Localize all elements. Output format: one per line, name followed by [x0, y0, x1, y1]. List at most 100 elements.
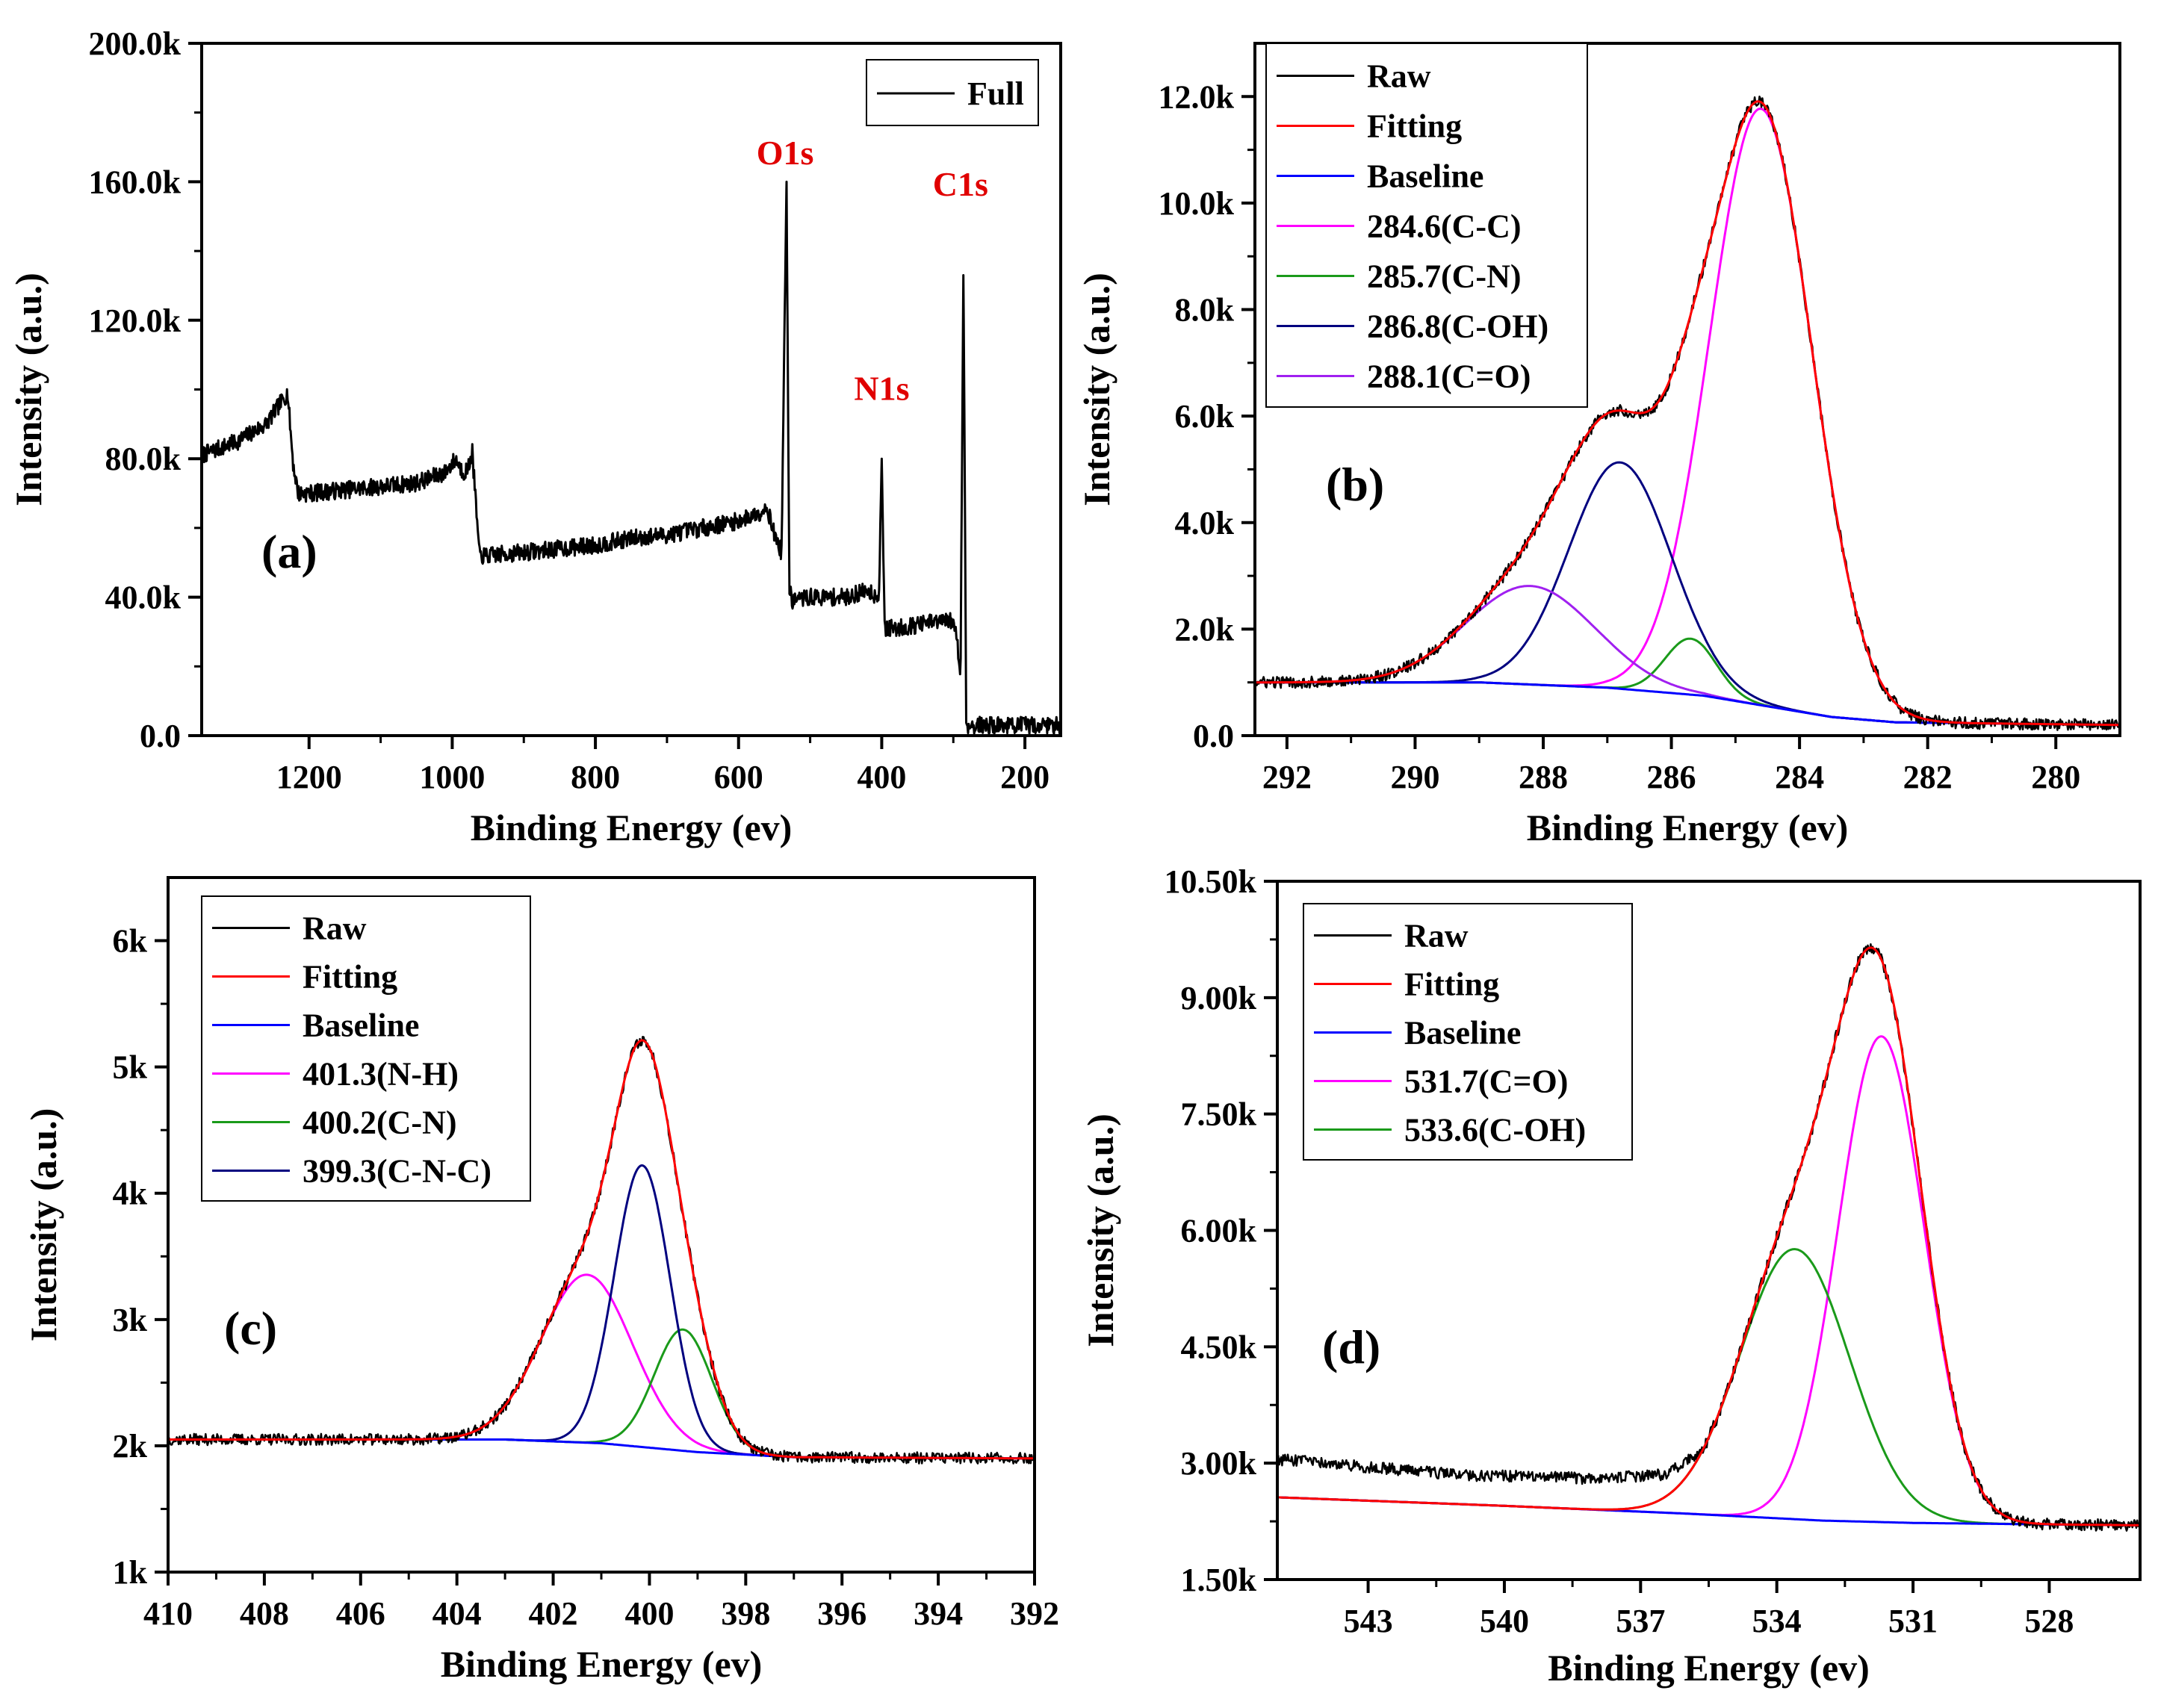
- y-tick-label: 5k: [113, 1049, 148, 1086]
- x-tick-label: 292: [1262, 759, 1312, 795]
- y-tick-label: 2k: [113, 1428, 148, 1465]
- legend-entry-label: Full: [967, 75, 1024, 112]
- legend-entry-label: 401.3(N-H): [303, 1056, 459, 1093]
- legend-entry-label: 399.3(C-N-C): [303, 1153, 492, 1190]
- legend: Raw Fitting Baseline 284.6(C-C) 285.7(C-N) 28…: [1265, 43, 1588, 408]
- panel-d-o1s-spectrum: 543 540 537 534 531 528 1.50k 3.00k 4.50k 6.00k 7.…: [1079, 863, 2142, 1689]
- x-tick-label: 406: [336, 1595, 385, 1632]
- x-tick-label: 1000: [419, 759, 485, 795]
- legend-entry-label: 288.1(C=O): [1367, 358, 1531, 395]
- x-tick-label: 800: [571, 759, 620, 795]
- panel-label: (b): [1326, 458, 1384, 511]
- axes-frame: [1253, 42, 2121, 737]
- legend: Raw Fitting Baseline 401.3(N-H) 400.2(C-N) 39…: [201, 895, 531, 1202]
- y-tick-label: 2.0k: [1175, 611, 1235, 648]
- legend-entry-label: Raw: [303, 910, 367, 947]
- legend-entry-label: Fitting: [1367, 108, 1462, 145]
- x-tick-label: 543: [1344, 1603, 1393, 1639]
- y-tick-label: 8.0k: [1175, 292, 1235, 329]
- y-tick-label: 6.00k: [1181, 1213, 1257, 1249]
- legend-entry-label: Baseline: [1404, 1015, 1521, 1052]
- peak-annotation: O1s: [757, 134, 814, 172]
- x-tick-label: 534: [1752, 1603, 1802, 1639]
- x-tick-label: 396: [817, 1595, 866, 1632]
- y-tick-label: 6k: [113, 923, 148, 960]
- x-tick-label: 398: [721, 1595, 770, 1632]
- x-axis-label: Binding Energy (ev): [1527, 807, 1849, 848]
- series-full-line: [202, 180, 1061, 736]
- y-tick-label: 1k: [113, 1554, 148, 1591]
- y-tick-label: 4.50k: [1181, 1329, 1257, 1365]
- legend: Full: [866, 59, 1039, 126]
- x-axis-label: Binding Energy (ev): [471, 807, 793, 848]
- x-tick-label: 600: [714, 759, 763, 795]
- y-axis-label: Intensity (a.u.): [22, 1108, 64, 1342]
- panel-label: (d): [1322, 1320, 1380, 1373]
- component-peak-3: [1255, 461, 2120, 727]
- legend-entry-label: 531.7(C=O): [1404, 1063, 1568, 1100]
- panel-a-survey-spectrum: 1200 1000 800 600 400 200 0.0 40.0k 80.0k 120.0k 1…: [7, 25, 1062, 848]
- y-axis-label: Intensity (a.u.): [1076, 273, 1117, 506]
- y-tick-label: 9.00k: [1181, 980, 1257, 1016]
- x-tick-label: 200: [1000, 759, 1049, 795]
- legend-entry-label: 400.2(C-N): [303, 1105, 457, 1141]
- x-tick-label: 280: [2031, 759, 2080, 795]
- x-tick-label: 1200: [276, 759, 342, 795]
- x-tick-label: 392: [1010, 1595, 1059, 1632]
- x-tick-label: 528: [2024, 1603, 2074, 1639]
- legend-entry-label: 285.7(C-N): [1367, 258, 1522, 295]
- y-tick-label: 6.0k: [1175, 398, 1235, 435]
- panel-c-n1s-spectrum: 410 408 406 404 402 400 398 396 394 392 1k 2k 3k 4k 5k…: [22, 876, 1059, 1685]
- y-tick-label: 12.0k: [1159, 78, 1235, 115]
- legend-entry-label: Baseline: [1367, 158, 1483, 195]
- panel-b-c1s-spectrum: 292 290 288 286 284 282 280 0.0 2.0k 4.0k 6.0k 8.0k…: [1076, 42, 2121, 848]
- y-tick-label: 10.50k: [1165, 863, 1257, 900]
- y-tick-label: 160.0k: [89, 164, 182, 200]
- panel-label: (a): [261, 525, 317, 578]
- plot-area: [168, 1036, 1035, 1465]
- x-tick-label: 400: [857, 759, 906, 795]
- x-tick-label: 402: [529, 1595, 578, 1632]
- legend-entry-label: Raw: [1367, 58, 1431, 95]
- legend-entry-label: 533.6(C-OH): [1404, 1112, 1586, 1149]
- x-tick-label: 284: [1775, 759, 1824, 795]
- y-tick-label: 7.50k: [1181, 1096, 1257, 1133]
- y-tick-label: 80.0k: [105, 441, 182, 477]
- y-tick-label: 4k: [113, 1176, 148, 1212]
- y-tick-label: 0.0: [1193, 718, 1234, 754]
- peak-annotation: N1s: [854, 369, 909, 407]
- y-axis-label: Intensity (a.u.): [7, 273, 49, 506]
- y-tick-label: 10.0k: [1159, 185, 1235, 222]
- x-axis-label: Binding Energy (ev): [1548, 1647, 1870, 1689]
- component-peak-4: [1255, 585, 2120, 727]
- plot-area: [1255, 96, 2120, 731]
- x-tick-label: 540: [1480, 1603, 1529, 1639]
- legend: Raw Fitting Baseline 531.7(C=O) 533.6(C-OH): [1303, 903, 1633, 1161]
- y-tick-label: 120.0k: [89, 302, 182, 339]
- legend-entry-label: Fitting: [1404, 966, 1499, 1003]
- x-tick-label: 288: [1519, 759, 1568, 795]
- y-tick-label: 1.50k: [1181, 1562, 1257, 1598]
- legend-box: [201, 895, 531, 1202]
- x-axis-label: Binding Energy (ev): [441, 1643, 763, 1685]
- component-peak-1: [168, 1273, 1035, 1460]
- x-tick-label: 531: [1888, 1603, 1938, 1639]
- legend-entry-label: 284.6(C-C): [1367, 208, 1522, 245]
- plot-area: [1277, 943, 2140, 1532]
- x-tick-label: 286: [1647, 759, 1696, 795]
- legend-entry-label: Baseline: [303, 1007, 419, 1044]
- y-tick-label: 40.0k: [105, 580, 182, 616]
- legend-entry-label: 286.8(C-OH): [1367, 308, 1548, 345]
- x-tick-label: 537: [1616, 1603, 1665, 1639]
- component-peak-2: [1277, 1248, 2140, 1527]
- panel-label: (c): [224, 1302, 277, 1355]
- y-tick-label: 4.0k: [1175, 505, 1235, 541]
- fitting-envelope-line: [168, 1039, 1035, 1460]
- x-tick-label: 404: [432, 1595, 482, 1632]
- x-tick-label: 400: [624, 1595, 674, 1632]
- x-tick-label: 282: [1903, 759, 1953, 795]
- y-tick-label: 3k: [113, 1302, 148, 1338]
- y-axis-label: Intensity (a.u.): [1079, 1114, 1121, 1347]
- axes-frame: [200, 42, 1062, 737]
